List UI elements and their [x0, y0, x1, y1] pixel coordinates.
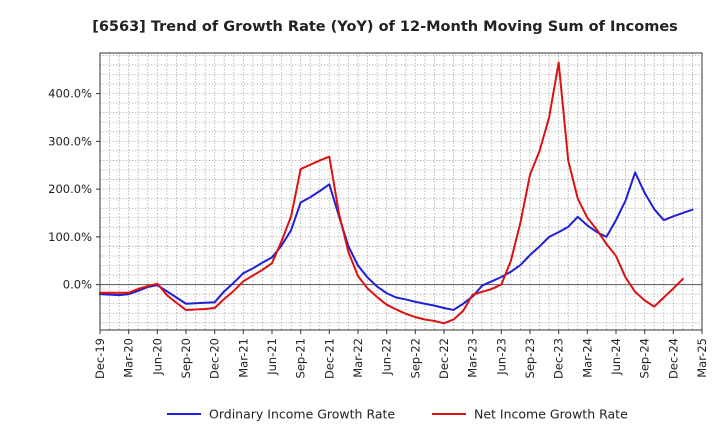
y-tick-label: 0.0%: [63, 278, 92, 292]
x-tick-label: Jun-22: [380, 338, 394, 376]
y-tick-label: 400.0%: [48, 87, 92, 101]
x-tick-label: Mar-22: [351, 338, 365, 378]
x-tick-label: Jun-24: [609, 338, 623, 376]
x-tick-label: Mar-20: [122, 338, 136, 378]
x-tick-label: Dec-20: [208, 338, 222, 379]
legend: Ordinary Income Growth Rate Net Income Gr…: [167, 407, 628, 422]
x-tick-label: Dec-23: [552, 338, 566, 379]
y-tick-label: 200.0%: [48, 182, 92, 196]
x-tick-label: Dec-19: [93, 338, 107, 379]
plot-background: [100, 53, 702, 330]
x-tick-label: Jun-21: [265, 338, 279, 376]
x-tick-label: Mar-24: [580, 338, 594, 378]
x-tick-label: Dec-22: [437, 338, 451, 379]
chart-title: [6563] Trend of Growth Rate (YoY) of 12-…: [92, 19, 678, 35]
net-income-series-line: [99, 61, 684, 325]
x-tick-label: Sep-22: [408, 338, 422, 378]
x-tick-label: Mar-25: [695, 338, 709, 378]
legend-label-ordinary: Ordinary Income Growth Rate: [209, 407, 395, 422]
ordinary-income-series-line: [99, 171, 694, 311]
legend-label-net: Net Income Growth Rate: [474, 407, 628, 422]
x-tick-label: Dec-21: [322, 338, 336, 379]
x-tick-label: Mar-21: [236, 338, 250, 378]
x-tick-label: Jun-23: [494, 338, 508, 376]
plot-area: 0.0% 100.0% 200.0% 300.0% 400.0% Dec-19 Mar-20…: [48, 52, 709, 379]
plot-frame: [99, 52, 703, 331]
x-tick-label: Sep-24: [638, 338, 652, 378]
y-tick-label: 100.0%: [48, 230, 92, 244]
x-tick-label: Jun-20: [150, 338, 164, 376]
x-tick-label: Dec-24: [666, 338, 680, 379]
x-tick-label: Sep-21: [294, 338, 308, 378]
x-tick-label: Mar-23: [466, 338, 480, 378]
x-tick-label: Sep-23: [523, 338, 537, 378]
y-tick-label: 300.0%: [48, 134, 92, 148]
x-tick-label: Sep-20: [179, 338, 193, 378]
